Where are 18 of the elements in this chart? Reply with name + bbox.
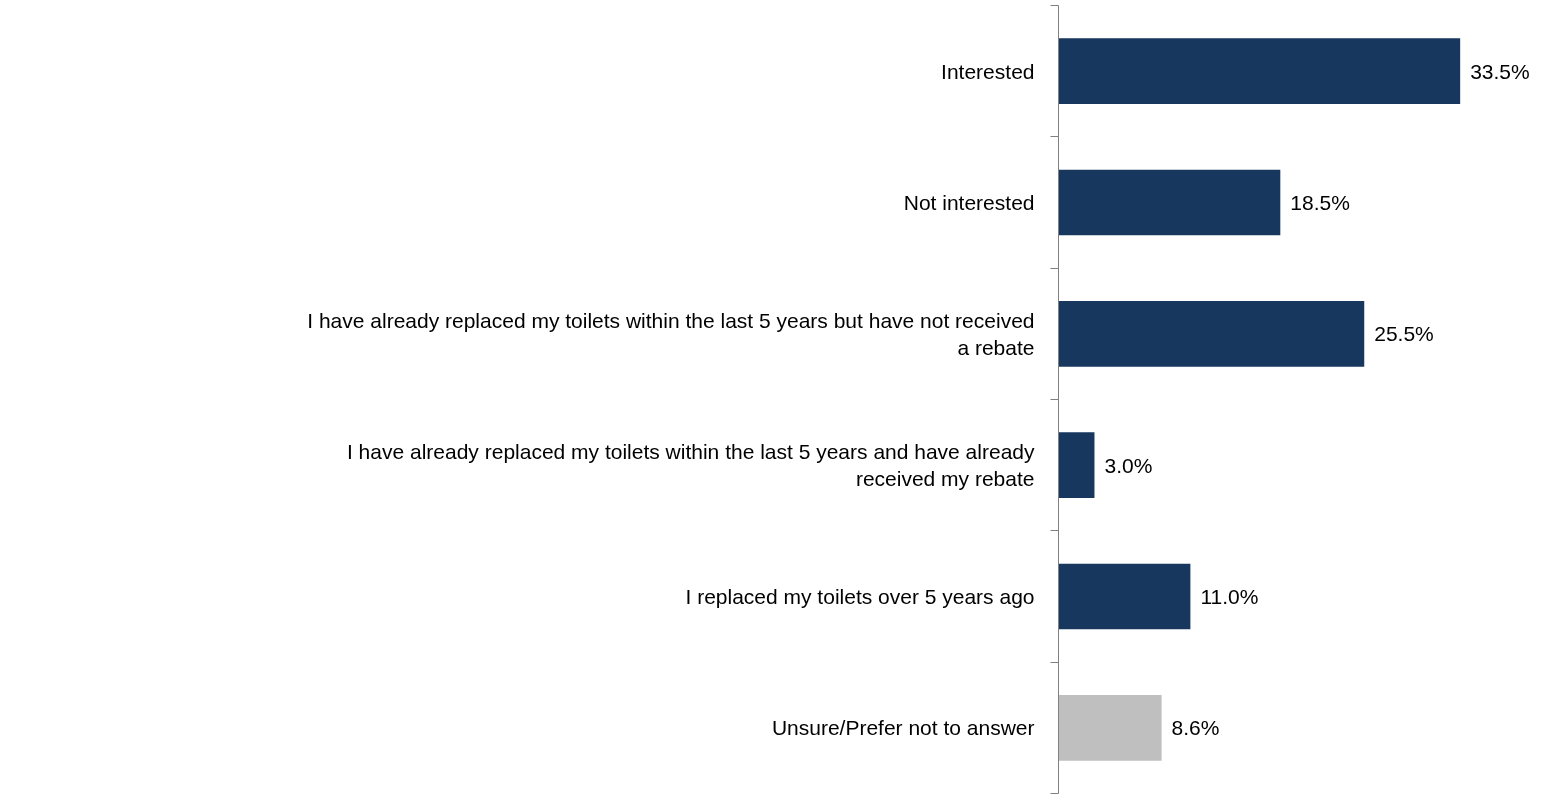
y-tick-label: I have already replaced my toilets within the last 5 years but have not received a rebate	[307, 308, 1035, 360]
y-tick-label: Not interested	[903, 191, 1035, 214]
bar	[1058, 432, 1095, 498]
data-label: 33.5%	[1470, 59, 1530, 83]
data-label: 3.0%	[1104, 453, 1153, 477]
bar	[1058, 38, 1461, 104]
y-tick-label: I have already replaced my toilets within the last 5 years and have already received my rebate	[346, 439, 1035, 491]
data-label: 8.6%	[1171, 716, 1220, 740]
bar	[1058, 563, 1191, 630]
bar	[1058, 301, 1365, 367]
data-label: 25.5%	[1374, 322, 1434, 346]
data-label: 11.0%	[1200, 585, 1259, 608]
y-tick-label: Interested	[941, 59, 1035, 83]
y-tick-label: Unsure/Prefer not to answer	[771, 716, 1035, 740]
bar	[1058, 169, 1281, 236]
y-tick-label: I replaced my toilets over 5 years ago	[685, 585, 1035, 608]
bar	[1058, 695, 1162, 761]
data-label: 18.5%	[1290, 191, 1350, 214]
